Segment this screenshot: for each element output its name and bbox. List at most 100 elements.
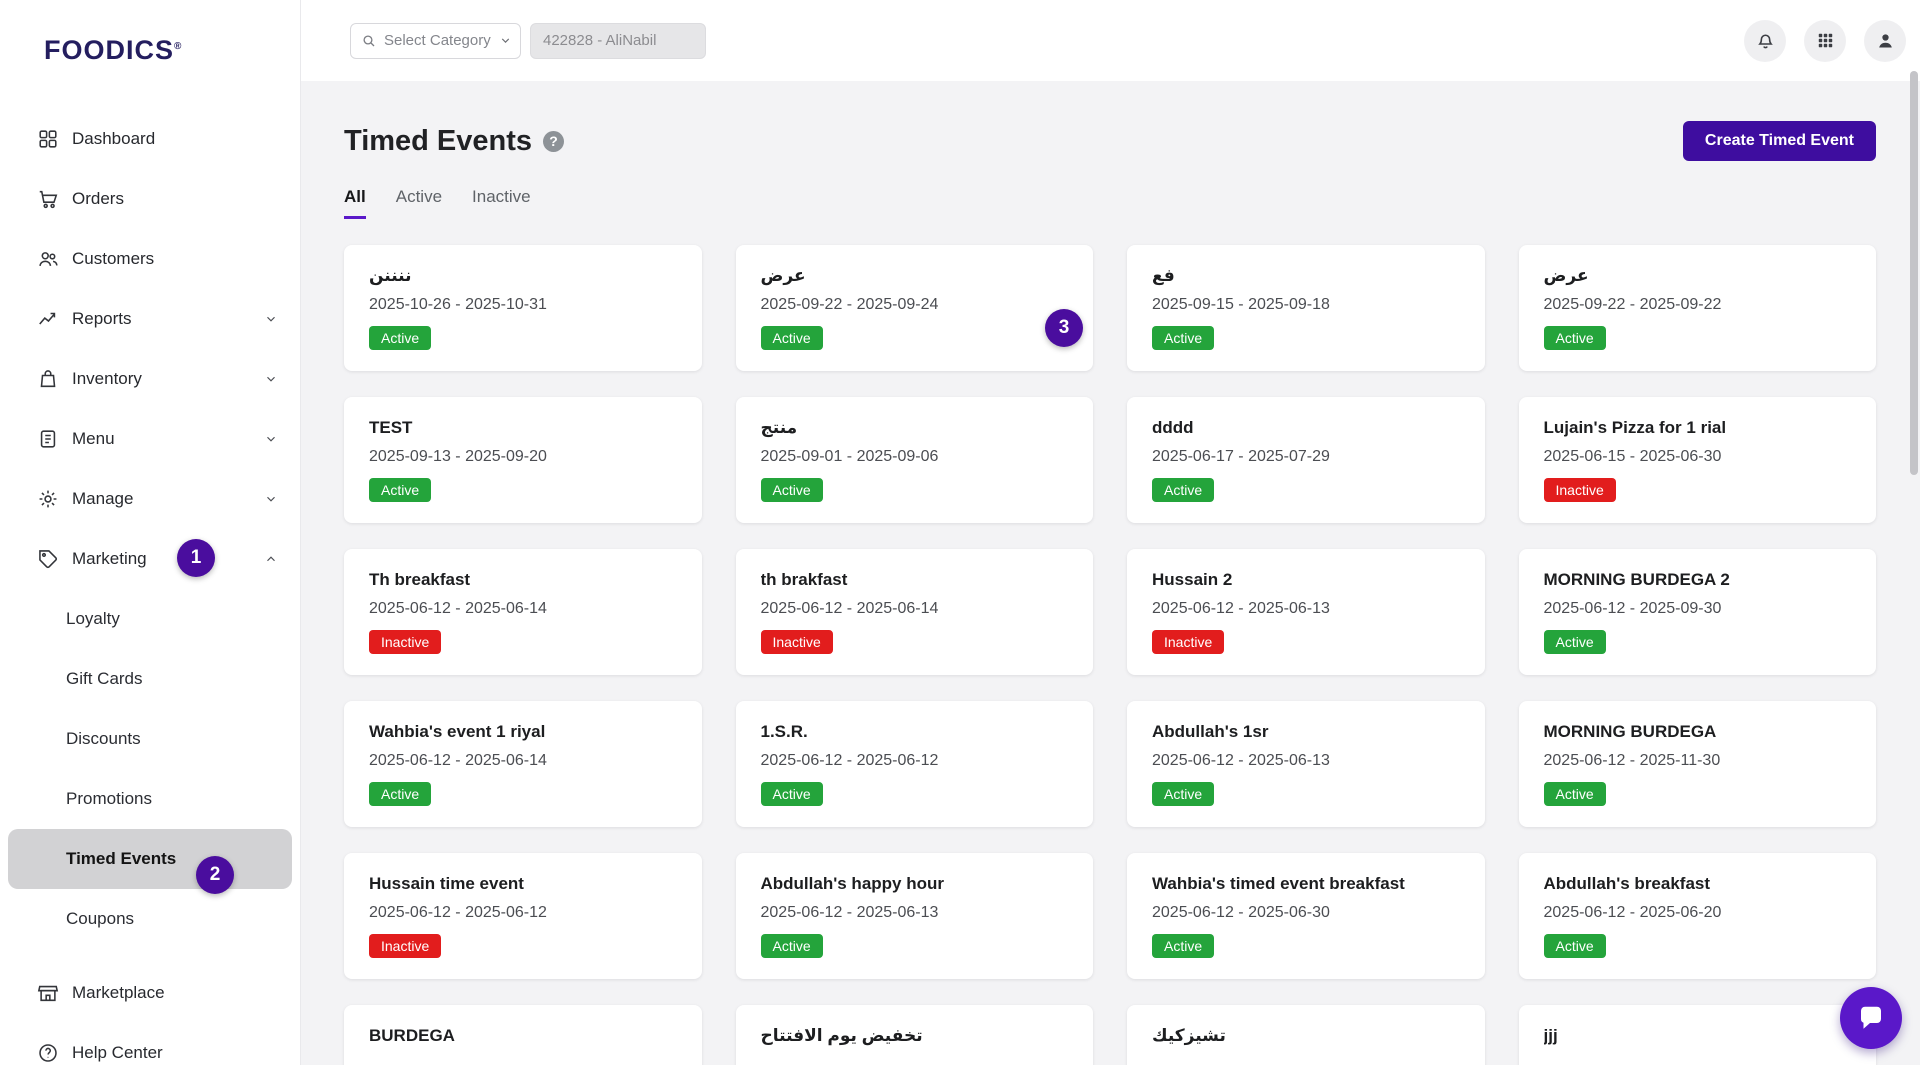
help-question-icon[interactable]: ? bbox=[543, 130, 565, 152]
card-dates: 2025-09-13 - 2025-09-20 bbox=[369, 448, 547, 465]
timed-event-card[interactable]: Hussain time event 2025-06-12 - 2025-06-… bbox=[344, 853, 702, 979]
timed-event-card[interactable]: عرض 2025-09-22 - 2025-09-22 Active bbox=[1518, 245, 1876, 371]
status-badge: Active bbox=[760, 478, 823, 502]
timed-event-card[interactable]: Abdullah's 1sr 2025-06-12 - 2025-06-13 A… bbox=[1127, 701, 1485, 827]
sidebar-item-help-center[interactable]: Help Center bbox=[0, 1023, 300, 1065]
account-input[interactable] bbox=[530, 22, 706, 59]
card-title: jjj bbox=[1543, 1026, 1558, 1045]
status-badge: Active bbox=[1543, 326, 1606, 350]
card-title: تشيزكيك bbox=[1152, 1026, 1226, 1045]
card-dates: 2025-06-12 - 2025-06-30 bbox=[1152, 904, 1330, 921]
sidebar-item-orders[interactable]: Orders bbox=[0, 169, 300, 229]
apps-button[interactable] bbox=[1804, 19, 1846, 62]
card-dates: 2025-06-12 - 2025-11-30 bbox=[1543, 752, 1721, 769]
timed-event-card[interactable]: th brakfast 2025-06-12 - 2025-06-14 Inac… bbox=[735, 549, 1093, 675]
sidebar: FOODICS® Dashboard Orders Customers bbox=[0, 0, 300, 1065]
sidebar-item-gift-cards[interactable]: Gift Cards bbox=[0, 649, 300, 709]
card-dates: 2025-06-12 - 2025-06-12 bbox=[369, 904, 547, 921]
card-dates: 2025-06-12 - 2025-06-14 bbox=[760, 600, 939, 617]
sidebar-item-label: Gift Cards bbox=[66, 669, 143, 688]
bell-icon bbox=[1755, 30, 1776, 51]
card-title: Th breakfast bbox=[369, 570, 471, 589]
sidebar-item-customers[interactable]: Customers bbox=[0, 229, 300, 289]
sidebar-item-manage[interactable]: Manage bbox=[0, 469, 300, 529]
dashboard-icon bbox=[36, 127, 60, 151]
timed-event-card[interactable]: dddd 2025-06-17 - 2025-07-29 Active bbox=[1127, 397, 1485, 523]
sidebar-item-timed-events[interactable]: Timed Events bbox=[8, 829, 292, 889]
vertical-scrollbar[interactable] bbox=[1910, 71, 1918, 475]
card-dates: 2025-10-26 - 2025-10-31 bbox=[369, 296, 547, 313]
timed-event-card[interactable]: Abdullah's happy hour 2025-06-12 - 2025-… bbox=[735, 853, 1093, 979]
account-button[interactable] bbox=[1864, 19, 1906, 62]
sidebar-item-marketing[interactable]: Marketing bbox=[0, 529, 300, 589]
timed-event-card[interactable]: Wahbia's event 1 riyal 2025-06-12 - 2025… bbox=[344, 701, 702, 827]
timed-event-card[interactable]: Abdullah's breakfast 2025-06-12 - 2025-0… bbox=[1518, 853, 1876, 979]
timed-event-card[interactable]: Lujain's Pizza for 1 rial 2025-06-15 - 2… bbox=[1518, 397, 1876, 523]
people-icon bbox=[36, 247, 60, 271]
category-select[interactable]: Select Category bbox=[350, 22, 521, 59]
sidebar-item-label: Inventory bbox=[72, 369, 142, 388]
timed-event-card[interactable]: jjj bbox=[1518, 1005, 1876, 1065]
create-timed-event-button[interactable]: Create Timed Event bbox=[1682, 121, 1876, 161]
chevron-down-icon bbox=[262, 310, 280, 328]
sidebar-item-loyalty[interactable]: Loyalty bbox=[0, 589, 300, 649]
timed-event-card[interactable]: MORNING BURDEGA 2025-06-12 - 2025-11-30 … bbox=[1518, 701, 1876, 827]
sidebar-item-promotions[interactable]: Promotions bbox=[0, 769, 300, 829]
annotation-step-3: 3 bbox=[1045, 309, 1083, 347]
card-title: Hussain 2 bbox=[1152, 570, 1233, 589]
category-select-label: Select Category bbox=[384, 32, 491, 49]
timed-event-card[interactable]: MORNING BURDEGA 2 2025-06-12 - 2025-09-3… bbox=[1518, 549, 1876, 675]
card-title: MORNING BURDEGA bbox=[1543, 722, 1717, 741]
foodics-logo: FOODICS® bbox=[44, 35, 183, 65]
topbar-actions bbox=[1744, 19, 1906, 62]
status-badge: Inactive bbox=[1543, 478, 1616, 502]
card-dates: 2025-09-22 - 2025-09-24 bbox=[760, 296, 939, 313]
sidebar-item-label: Customers bbox=[72, 249, 155, 268]
card-title: فع bbox=[1152, 266, 1175, 285]
gear-icon bbox=[36, 487, 60, 511]
sidebar-item-label: Coupons bbox=[66, 909, 135, 928]
timed-event-card[interactable]: تشيزكيك bbox=[1127, 1005, 1485, 1065]
card-title: عرض bbox=[760, 266, 806, 285]
card-dates: 2025-06-12 - 2025-09-30 bbox=[1543, 600, 1722, 617]
tab-all[interactable]: All bbox=[344, 187, 366, 219]
card-dates: 2025-09-01 - 2025-09-06 bbox=[760, 448, 939, 465]
topbar: Select Category bbox=[300, 0, 1920, 81]
timed-event-card[interactable]: عرض 2025-09-22 - 2025-09-24 Active bbox=[735, 245, 1093, 371]
sidebar-item-inventory[interactable]: Inventory bbox=[0, 349, 300, 409]
notifications-button[interactable] bbox=[1744, 19, 1786, 62]
annotation-step-1: 1 bbox=[177, 539, 215, 577]
chat-launcher-button[interactable] bbox=[1840, 987, 1902, 1049]
timed-event-card[interactable]: Hussain 2 2025-06-12 - 2025-06-13 Inacti… bbox=[1127, 549, 1485, 675]
tab-inactive[interactable]: Inactive bbox=[472, 187, 531, 206]
card-dates: 2025-06-12 - 2025-06-14 bbox=[369, 752, 547, 769]
sidebar-item-marketplace[interactable]: Marketplace bbox=[0, 963, 300, 1023]
timed-event-card[interactable]: TEST 2025-09-13 - 2025-09-20 Active bbox=[344, 397, 702, 523]
timed-event-card[interactable]: BURDEGA bbox=[344, 1005, 702, 1065]
card-title: th brakfast bbox=[760, 570, 848, 589]
sidebar-item-dashboard[interactable]: Dashboard bbox=[0, 109, 300, 169]
chevron-down-icon bbox=[262, 370, 280, 388]
timed-event-card[interactable]: Th breakfast 2025-06-12 - 2025-06-14 Ina… bbox=[344, 549, 702, 675]
status-badge: Active bbox=[1543, 934, 1606, 958]
chart-icon bbox=[36, 307, 60, 331]
person-icon bbox=[1875, 30, 1896, 51]
card-dates: 2025-06-12 - 2025-06-13 bbox=[760, 904, 939, 921]
card-title: Abdullah's 1sr bbox=[1152, 722, 1269, 741]
card-title: Lujain's Pizza for 1 rial bbox=[1543, 418, 1727, 437]
sidebar-item-menu[interactable]: Menu bbox=[0, 409, 300, 469]
timed-event-card[interactable]: فع 2025-09-15 - 2025-09-18 Active bbox=[1127, 245, 1485, 371]
sidebar-item-coupons[interactable]: Coupons bbox=[0, 889, 300, 949]
timed-event-card[interactable]: Wahbia's timed event breakfast 2025-06-1… bbox=[1127, 853, 1485, 979]
timed-event-card[interactable]: 1.S.R. 2025-06-12 - 2025-06-12 Active bbox=[735, 701, 1093, 827]
status-badge: Active bbox=[1543, 782, 1606, 806]
chevron-down-icon bbox=[262, 490, 280, 508]
timed-event-card[interactable]: تخفيض يوم الافتتاح bbox=[735, 1005, 1093, 1065]
help-icon bbox=[36, 1041, 60, 1065]
status-badge: Active bbox=[1152, 782, 1215, 806]
timed-event-card[interactable]: منتج 2025-09-01 - 2025-09-06 Active bbox=[735, 397, 1093, 523]
sidebar-item-discounts[interactable]: Discounts bbox=[0, 709, 300, 769]
sidebar-item-reports[interactable]: Reports bbox=[0, 289, 300, 349]
timed-event-card[interactable]: ننننن 2025-10-26 - 2025-10-31 Active bbox=[344, 245, 702, 371]
tab-active[interactable]: Active bbox=[395, 187, 443, 206]
